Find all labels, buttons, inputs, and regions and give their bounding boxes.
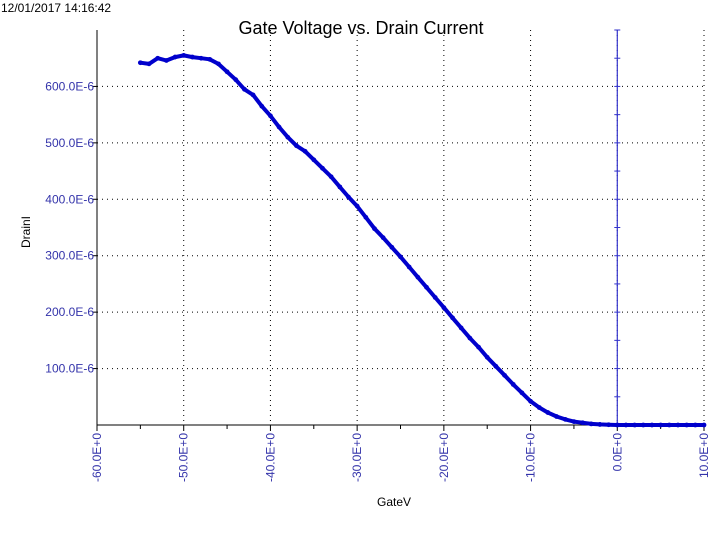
data-point-0-11 xyxy=(233,77,239,83)
data-point-0-64 xyxy=(692,422,698,428)
data-point-0-16 xyxy=(276,124,282,130)
x-tick-label-7: 10.0E+0 xyxy=(697,433,711,478)
data-point-0-6 xyxy=(189,54,195,60)
data-point-0-62 xyxy=(675,422,681,428)
data-point-0-60 xyxy=(658,422,664,428)
data-point-0-13 xyxy=(250,92,256,98)
data-point-0-1 xyxy=(146,61,152,67)
data-point-0-4 xyxy=(172,54,178,60)
y-tick-label-0: 100.0E-6 xyxy=(45,362,94,376)
data-point-0-20 xyxy=(311,157,317,163)
data-point-0-26 xyxy=(363,214,369,220)
data-point-0-8 xyxy=(207,56,213,62)
data-point-0-33 xyxy=(424,284,429,290)
data-point-0-41 xyxy=(493,363,499,369)
data-point-0-2 xyxy=(155,55,161,61)
timestamp: 12/01/2017 14:16:42 xyxy=(1,1,111,15)
y-axis-label: DrainI xyxy=(19,216,33,248)
data-point-0-27 xyxy=(372,226,377,232)
x-axis-ticks: -60.0E+0 -50.0E+0 -40.0E+0 -30.0E+0 -20.0E+0… xyxy=(90,425,711,482)
data-point-0-12 xyxy=(242,86,247,92)
grid xyxy=(96,30,705,425)
data-point-0-18 xyxy=(294,143,299,149)
data-point-0-50 xyxy=(571,419,577,425)
data-point-0-61 xyxy=(666,422,672,428)
data-point-0-34 xyxy=(432,295,438,300)
x-tick-label-0: -60.0E+0 xyxy=(90,433,104,482)
data-point-0-65 xyxy=(701,422,707,428)
data-point-0-14 xyxy=(259,103,265,109)
data-point-0-21 xyxy=(320,165,325,171)
data-point-0-52 xyxy=(588,421,594,427)
data-point-0-42 xyxy=(502,372,507,378)
x-tick-label-6: 0.0E+0 xyxy=(610,433,624,472)
data-point-0-47 xyxy=(545,410,551,415)
axes xyxy=(96,30,704,426)
data-point-0-0 xyxy=(137,60,143,66)
data-point-0-51 xyxy=(580,420,585,426)
data-point-0-3 xyxy=(163,58,169,63)
data-point-0-54 xyxy=(606,422,612,428)
data-point-0-49 xyxy=(562,416,568,422)
data-point-0-43 xyxy=(510,381,516,387)
data-point-0-19 xyxy=(302,148,308,154)
x-tick-label-1: -50.0E+0 xyxy=(177,433,191,482)
data-point-0-39 xyxy=(476,344,481,350)
y-axis-ticks: 100.0E-6 200.0E-6 300.0E-6 400.0E-6 500.0E-6… xyxy=(45,79,97,376)
data-point-0-31 xyxy=(406,264,412,270)
data-series xyxy=(137,52,707,428)
data-point-0-59 xyxy=(649,422,655,428)
data-point-0-22 xyxy=(328,174,334,180)
data-point-0-56 xyxy=(623,422,629,428)
y-tick-label-2: 300.0E-6 xyxy=(45,249,94,263)
data-point-0-37 xyxy=(458,325,464,331)
data-point-0-44 xyxy=(519,390,525,396)
y-tick-label-3: 400.0E-6 xyxy=(45,192,94,206)
data-point-0-29 xyxy=(389,244,395,250)
data-point-0-7 xyxy=(198,55,204,61)
data-point-0-45 xyxy=(528,398,533,404)
data-point-0-5 xyxy=(181,52,187,58)
data-point-0-10 xyxy=(224,69,230,75)
x-axis-label: GateV xyxy=(377,495,411,509)
data-point-0-53 xyxy=(597,422,603,427)
data-point-0-55 xyxy=(614,422,620,428)
x-tick-label-4: -20.0E+0 xyxy=(437,433,451,482)
chart-title: Gate Voltage vs. Drain Current xyxy=(238,18,483,38)
data-point-0-9 xyxy=(216,61,221,67)
data-point-0-15 xyxy=(268,113,273,119)
data-point-0-48 xyxy=(554,414,559,419)
x-tick-label-2: -40.0E+0 xyxy=(263,433,277,482)
x-tick-label-3: -30.0E+0 xyxy=(350,433,364,482)
x-tick-label-5: -10.0E+0 xyxy=(524,433,538,482)
data-point-0-25 xyxy=(354,203,360,209)
data-point-0-46 xyxy=(536,405,542,410)
data-point-0-28 xyxy=(380,235,386,241)
data-point-0-23 xyxy=(337,184,343,190)
y-tick-label-4: 500.0E-6 xyxy=(45,136,94,150)
data-point-0-63 xyxy=(684,422,690,428)
series-line-0 xyxy=(138,53,706,427)
data-point-0-35 xyxy=(441,305,447,311)
data-point-0-30 xyxy=(398,254,403,260)
data-point-0-58 xyxy=(640,422,646,428)
data-point-0-17 xyxy=(285,134,291,140)
data-point-0-24 xyxy=(346,194,351,200)
y-tick-label-5: 600.0E-6 xyxy=(45,79,94,93)
data-point-0-36 xyxy=(450,315,455,321)
data-point-0-57 xyxy=(632,422,638,428)
data-point-0-40 xyxy=(484,354,490,360)
data-point-0-38 xyxy=(467,335,473,341)
vertical-marker xyxy=(614,29,621,426)
y-tick-label-1: 200.0E-6 xyxy=(45,305,94,319)
data-point-0-32 xyxy=(415,274,421,280)
